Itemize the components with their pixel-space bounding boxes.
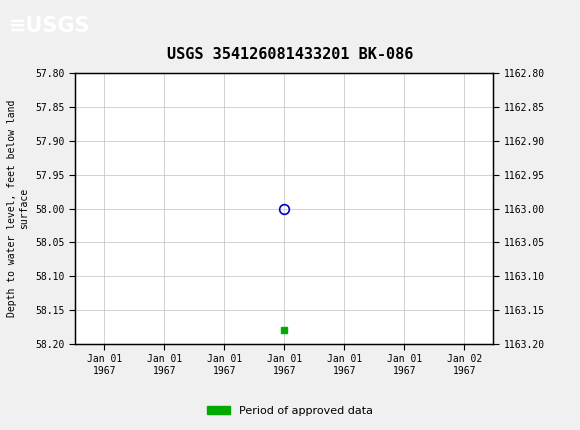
Text: ≡USGS: ≡USGS xyxy=(9,16,90,36)
Text: USGS 354126081433201 BK-086: USGS 354126081433201 BK-086 xyxy=(167,47,413,62)
Legend: Period of approved data: Period of approved data xyxy=(203,401,377,420)
Y-axis label: Depth to water level, feet below land
surface: Depth to water level, feet below land su… xyxy=(7,100,28,317)
